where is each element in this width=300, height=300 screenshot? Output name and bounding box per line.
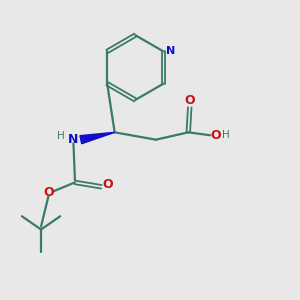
Text: O: O bbox=[185, 94, 195, 107]
Text: O: O bbox=[43, 186, 54, 199]
Text: N: N bbox=[166, 46, 175, 56]
Text: H: H bbox=[57, 131, 65, 141]
Text: N: N bbox=[68, 133, 79, 146]
Text: H: H bbox=[222, 130, 230, 140]
Polygon shape bbox=[80, 132, 115, 144]
Text: O: O bbox=[210, 129, 221, 142]
Text: O: O bbox=[103, 178, 113, 191]
